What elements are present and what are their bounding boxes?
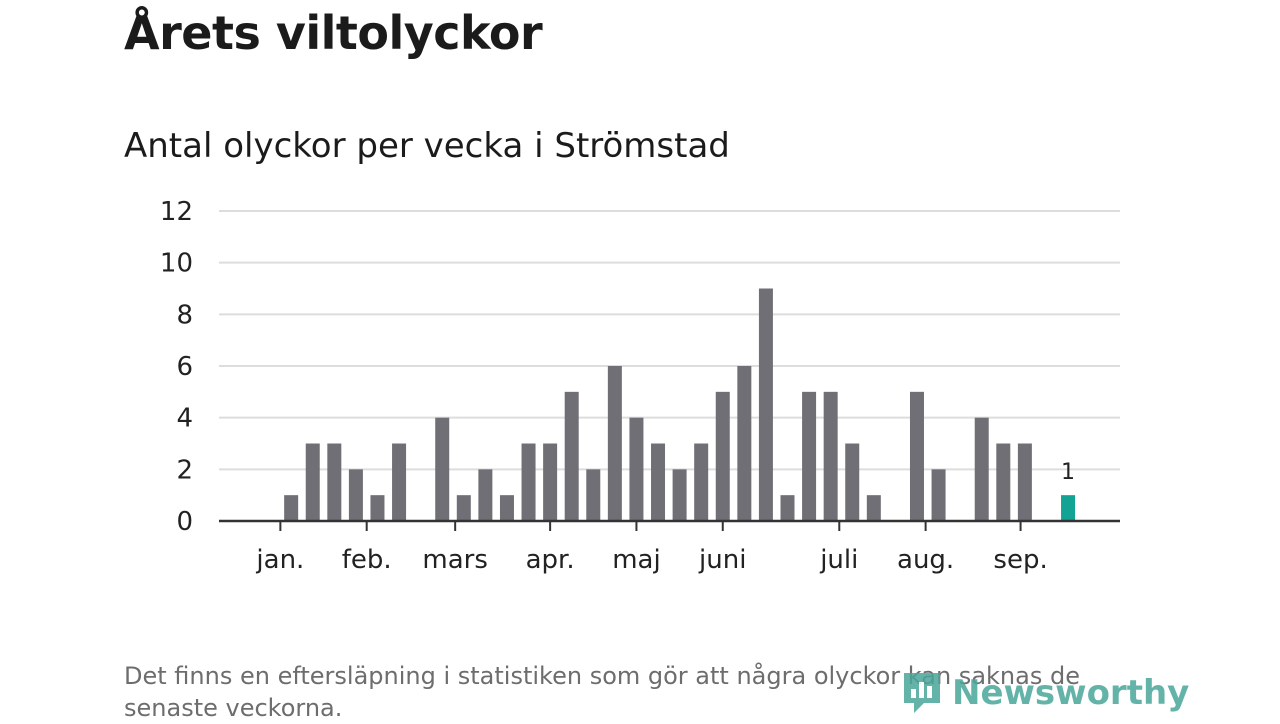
bar: [348, 469, 363, 521]
y-axis-ticks: 0 2 4 6 8 10 12: [160, 197, 193, 537]
bar: [607, 366, 622, 521]
bar: [284, 495, 299, 521]
chart-title: Årets viltolyckor: [124, 6, 543, 60]
chart-subtitle: Antal olyckor per vecka i Strömstad: [124, 126, 730, 166]
x-tick-label: mars: [422, 545, 488, 575]
x-axis-ticks: jan. feb. mars apr. maj juni juli aug. sep.: [255, 521, 1048, 575]
x-tick-label: juni: [698, 545, 746, 575]
bar: [435, 417, 450, 521]
x-tick-label: maj: [612, 545, 660, 575]
bar: [305, 443, 320, 521]
bar: [629, 417, 644, 521]
bar: [715, 391, 730, 521]
bar: [780, 495, 795, 521]
bar: [823, 391, 838, 521]
bar: [996, 443, 1011, 521]
bar: [737, 366, 752, 521]
newsworthy-logo-text: Newsworthy: [952, 673, 1190, 713]
data-labels: 1: [1061, 460, 1075, 485]
bar: [327, 443, 342, 521]
bar: [694, 443, 709, 521]
newsworthy-logo: Newsworthy: [900, 668, 1189, 718]
bar: [521, 443, 536, 521]
bar: [866, 495, 881, 521]
y-tick-label: 0: [176, 507, 193, 537]
bar: [586, 469, 601, 521]
y-tick-label: 8: [176, 300, 193, 330]
bar: [1017, 443, 1032, 521]
newsworthy-logo-icon: [904, 673, 940, 713]
bar: [564, 391, 579, 521]
y-tick-label: 2: [176, 455, 193, 485]
bar: [974, 417, 989, 521]
bar: [543, 443, 558, 521]
bar: [931, 469, 946, 521]
x-tick-label: jan.: [255, 545, 304, 575]
data-label-last-week: 1: [1061, 460, 1075, 485]
bar: [651, 443, 666, 521]
x-tick-label: apr.: [526, 545, 575, 575]
y-tick-label: 4: [176, 404, 193, 434]
grid-lines: [219, 210, 1120, 471]
bar: [370, 495, 385, 521]
bar: [478, 469, 493, 521]
bar: [456, 495, 471, 521]
bar: [909, 391, 924, 521]
bar: [845, 443, 860, 521]
x-tick-label: sep.: [993, 545, 1047, 575]
y-tick-label: 12: [160, 197, 193, 227]
x-tick-label: feb.: [342, 545, 392, 575]
highlighted-bar: [1061, 495, 1076, 521]
x-tick-label: juli: [819, 545, 858, 575]
x-tick-label: aug.: [897, 545, 954, 575]
y-tick-label: 10: [160, 249, 193, 279]
bar: [802, 391, 817, 521]
bar: [499, 495, 514, 521]
bar: [672, 469, 687, 521]
bar-chart: 0 2 4 6 8 10 12 jan. feb. mars apr. maj juni juli aug…: [160, 197, 1120, 575]
y-tick-label: 6: [176, 352, 193, 382]
bars: [284, 288, 1076, 521]
bar: [758, 288, 773, 521]
bar: [392, 443, 407, 521]
